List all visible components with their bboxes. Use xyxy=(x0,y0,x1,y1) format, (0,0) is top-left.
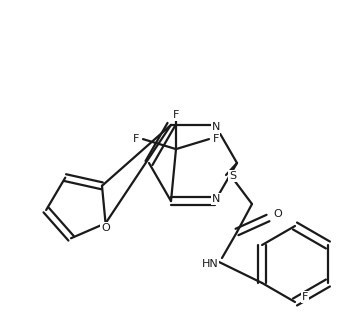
Text: F: F xyxy=(133,134,139,144)
Text: S: S xyxy=(229,171,237,181)
Text: O: O xyxy=(101,223,110,233)
Text: HN: HN xyxy=(202,259,218,269)
Text: N: N xyxy=(212,194,220,204)
Text: N: N xyxy=(212,122,220,132)
Text: F: F xyxy=(213,134,219,144)
Text: O: O xyxy=(274,209,282,219)
Text: F: F xyxy=(302,292,308,302)
Text: F: F xyxy=(173,110,179,120)
